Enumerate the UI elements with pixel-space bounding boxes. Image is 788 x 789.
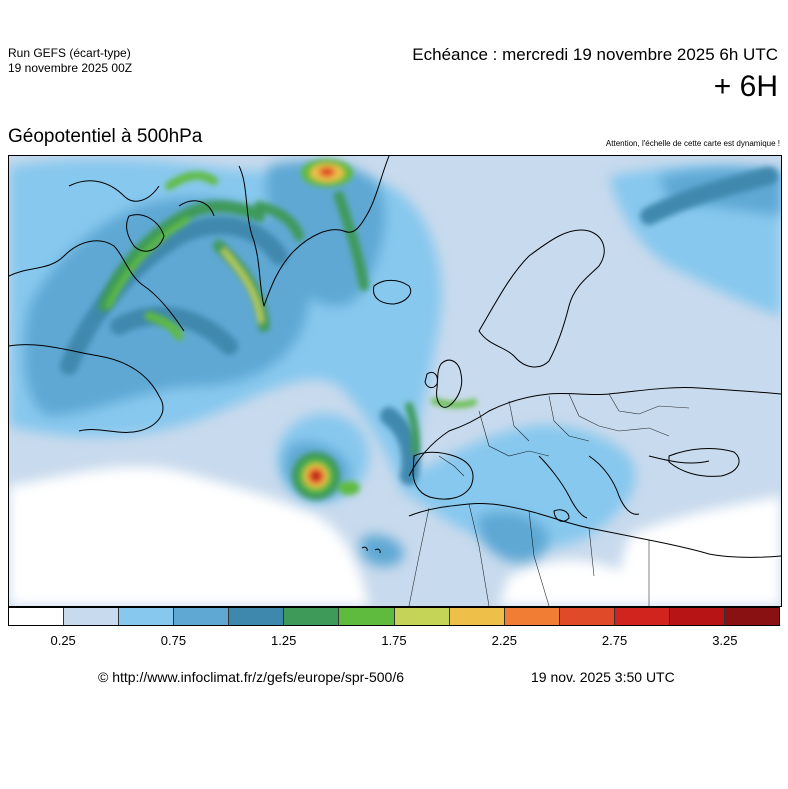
low-spread-zones — [9, 466, 781, 606]
legend-swatch — [394, 608, 450, 625]
legend-swatch — [725, 608, 780, 625]
legend-swatch — [339, 608, 395, 625]
legend-tick-label: 2.25 — [491, 633, 517, 648]
strong-spread-ridges — [98, 171, 477, 455]
legend-colorbar — [8, 607, 780, 626]
greenland-peak — [301, 159, 353, 187]
legend-tick-label: 1.75 — [381, 633, 407, 648]
legend-swatch — [9, 608, 65, 625]
legend-tick-label: 2.75 — [601, 633, 628, 648]
legend-swatch — [614, 608, 670, 625]
forecast-time-label: Echéance : mercredi 19 novembre 2025 6h … — [412, 45, 778, 64]
legend-swatch — [119, 608, 175, 625]
legend-swatch — [504, 608, 560, 625]
british-isles — [424, 359, 463, 408]
greenland-coast — [238, 156, 390, 307]
legend-tick-label: 3.25 — [712, 633, 738, 648]
arctic-islands — [68, 180, 215, 252]
black-sea — [668, 448, 740, 477]
borders — [408, 393, 690, 606]
legend-swatch — [449, 608, 505, 625]
mid-atlantic-low — [292, 452, 360, 500]
spread-map — [9, 156, 781, 606]
dynamic-scale-note: Attention, l'échelle de cette carte est … — [605, 139, 780, 148]
run-date: 19 novembre 2025 00Z — [8, 61, 133, 75]
legend-swatch — [669, 608, 726, 625]
iceland-coast — [372, 279, 412, 305]
legend-swatch — [284, 608, 340, 625]
legend-swatch — [559, 608, 615, 625]
legend-tick-label: 0.25 — [50, 633, 76, 648]
legend-swatch — [64, 608, 120, 625]
iberia-coast — [412, 451, 474, 500]
source-credit: © http://www.infoclimat.fr/z/gefs/europe… — [98, 669, 405, 685]
europe-coast — [408, 387, 781, 477]
canada-coast — [9, 240, 185, 433]
balkans-greece — [588, 455, 710, 515]
run-title: Run GEFS (écart-type) — [8, 46, 131, 60]
canary-islands — [361, 546, 381, 554]
legend-swatch — [229, 608, 285, 625]
legend-tick-label: 1.25 — [271, 633, 297, 648]
map-title: Géopotentiel à 500hPa — [8, 126, 203, 147]
map-frame — [8, 155, 782, 607]
legend-tick-label: 0.75 — [160, 633, 187, 648]
lead-time: + 6H — [713, 70, 778, 103]
legend-swatch — [174, 608, 230, 625]
high-spread-zones — [60, 167, 778, 485]
italy-coast — [538, 455, 588, 522]
generated-timestamp: 19 nov. 2025 3:50 UTC — [531, 669, 675, 685]
scandinavia-coast — [478, 229, 605, 368]
